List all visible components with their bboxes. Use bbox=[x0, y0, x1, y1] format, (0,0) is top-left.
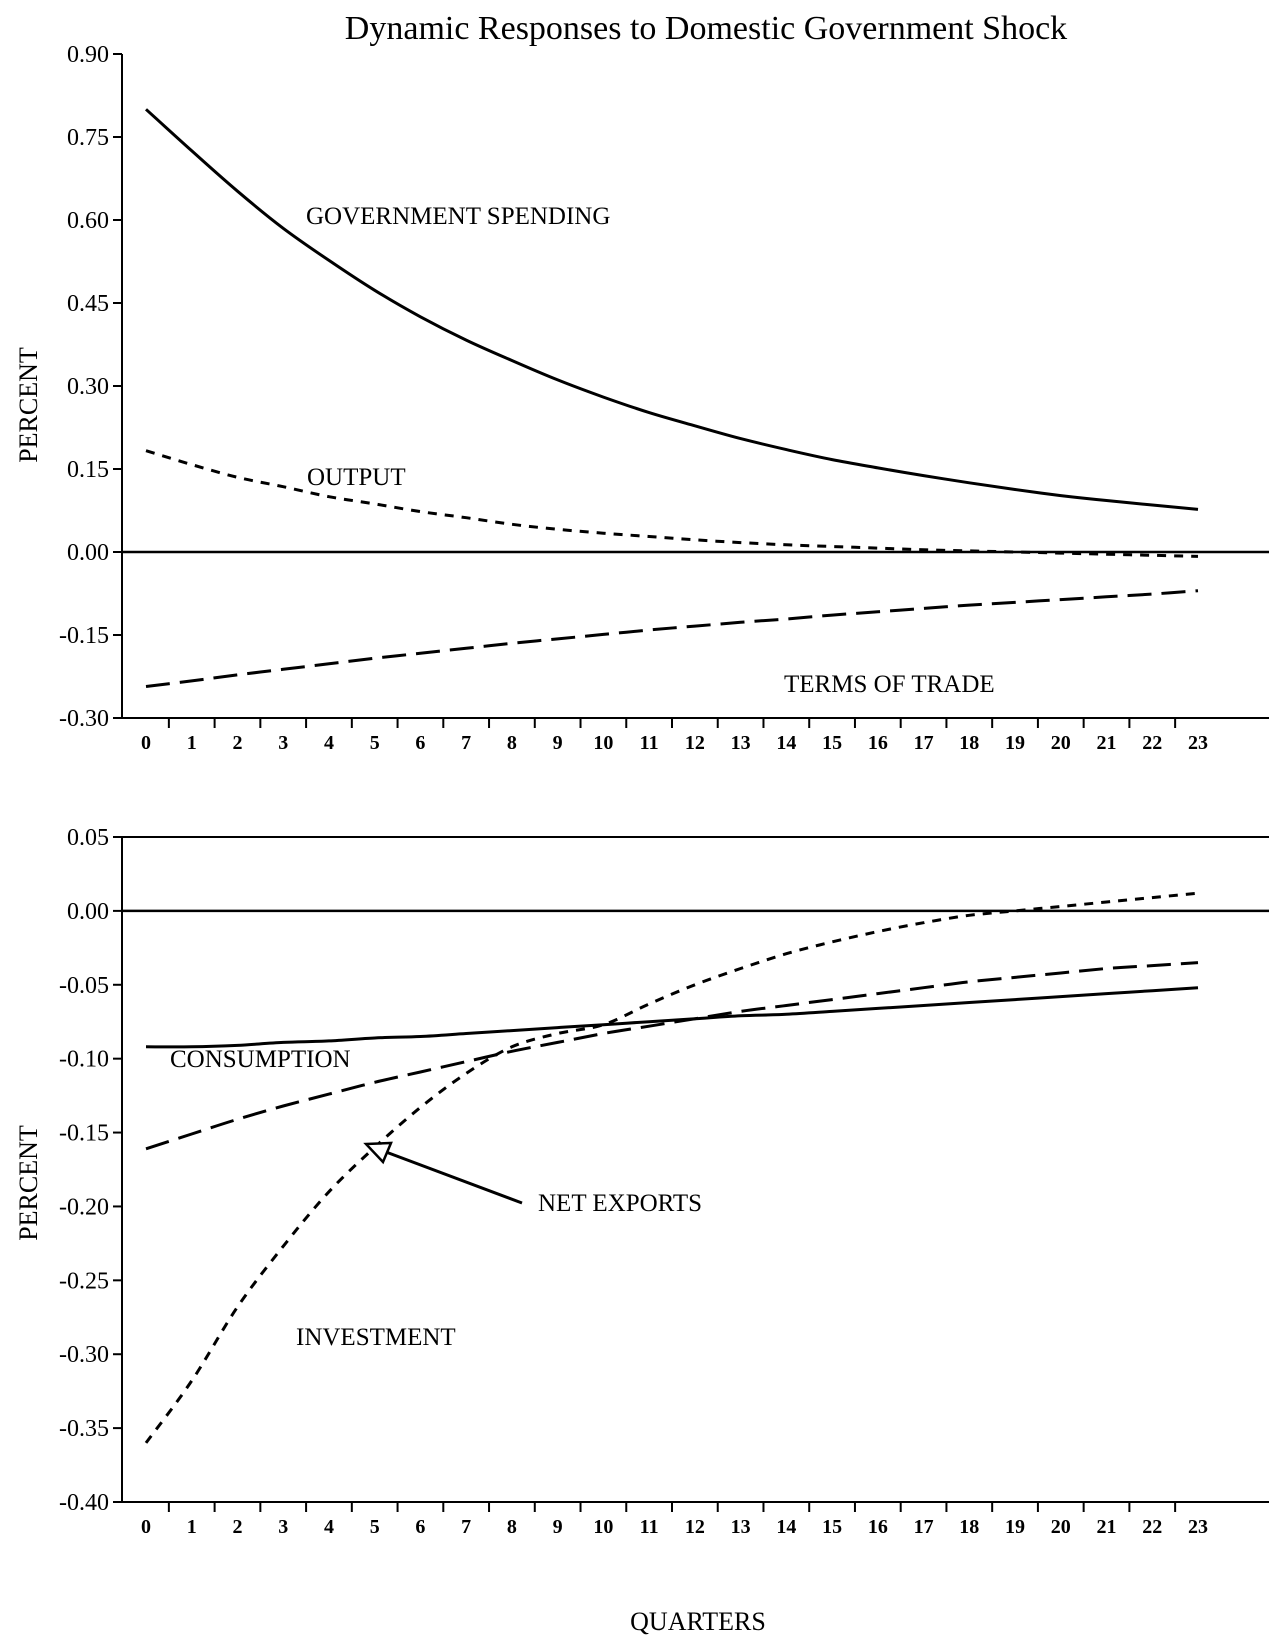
x-tick-label: 4 bbox=[324, 732, 334, 754]
top-series bbox=[144, 108, 1199, 688]
x-tick-label: 3 bbox=[278, 732, 288, 754]
y-tick-label: 0.15 bbox=[67, 457, 109, 483]
y-tick-label: -0.40 bbox=[59, 1490, 109, 1516]
x-tick-label: 19 bbox=[1005, 732, 1025, 754]
x-tick-label: 2 bbox=[232, 732, 242, 754]
x-tick-label: 10 bbox=[593, 1516, 613, 1538]
x-tick-label: 18 bbox=[959, 732, 979, 754]
x-tick-label: 5 bbox=[370, 1516, 380, 1538]
annotation-terms-of-trade: TERMS OF TRADE bbox=[784, 671, 995, 698]
x-tick-label: 9 bbox=[553, 1516, 563, 1538]
annotation-output: OUTPUT bbox=[307, 464, 406, 491]
x-tick-label: 15 bbox=[822, 1516, 842, 1538]
net-exports-arrow-shaft bbox=[385, 1150, 523, 1205]
top-x-ticks: 0 1 2 3 4 5 6 7 8 9 10 11 12 13 14 15 16 17 18 19 20 21 22 23 bbox=[141, 718, 1208, 754]
x-tick-label: 14 bbox=[776, 1516, 796, 1538]
x-tick-label: 8 bbox=[507, 1516, 517, 1538]
x-tick-label: 22 bbox=[1142, 732, 1162, 754]
y-tick-label: -0.15 bbox=[59, 623, 109, 649]
x-tick-label: 16 bbox=[868, 732, 888, 754]
bottom-y-ticks: 0.05 0.00 -0.05 -0.10 -0.15 -0.20 -0.25 -0.30 -0… bbox=[59, 825, 122, 1516]
bottom-x-ticks: 0 1 2 3 4 5 6 7 8 9 10 11 12 13 14 15 16 17 18 19 20 21 22 23 bbox=[141, 1502, 1208, 1538]
x-tick-label: 20 bbox=[1051, 1516, 1071, 1538]
y-tick-label: -0.35 bbox=[59, 1416, 109, 1442]
bottom-x-axis-label: QUARTERS bbox=[630, 1607, 766, 1636]
y-tick-label: 0.60 bbox=[67, 208, 109, 234]
x-tick-label: 13 bbox=[731, 1516, 751, 1538]
series-line-investment bbox=[144, 891, 1199, 1444]
bottom-panel: 0.05 0.00 -0.05 -0.10 -0.15 -0.20 -0.25 -0.30 -0… bbox=[14, 825, 1269, 1636]
bottom-series bbox=[144, 891, 1199, 1444]
x-tick-label: 19 bbox=[1005, 1516, 1025, 1538]
x-tick-label: 23 bbox=[1188, 1516, 1208, 1538]
x-tick-label: 21 bbox=[1097, 1516, 1117, 1538]
x-tick-label: 7 bbox=[461, 732, 471, 754]
y-tick-label: -0.30 bbox=[59, 1342, 109, 1368]
x-tick-label: 23 bbox=[1188, 732, 1208, 754]
x-tick-label: 0 bbox=[141, 732, 151, 754]
y-tick-label: -0.05 bbox=[59, 973, 109, 999]
x-tick-label: 6 bbox=[415, 732, 425, 754]
annotation-net-exports: NET EXPORTS bbox=[538, 1190, 702, 1217]
x-tick-label: 13 bbox=[731, 732, 751, 754]
x-tick-label: 20 bbox=[1051, 732, 1071, 754]
x-tick-label: 5 bbox=[370, 732, 380, 754]
figure-title: Dynamic Responses to Domestic Government… bbox=[345, 10, 1067, 47]
x-tick-label: 14 bbox=[776, 732, 796, 754]
x-tick-label: 15 bbox=[822, 732, 842, 754]
x-tick-label: 1 bbox=[187, 732, 197, 754]
y-tick-label: 0.75 bbox=[67, 125, 109, 151]
x-tick-label: 8 bbox=[507, 732, 517, 754]
y-tick-label: 0.45 bbox=[67, 291, 109, 317]
x-tick-label: 0 bbox=[141, 1516, 151, 1538]
x-tick-label: 21 bbox=[1097, 732, 1117, 754]
y-tick-label: -0.30 bbox=[59, 706, 109, 732]
x-tick-label: 12 bbox=[685, 732, 705, 754]
series-line-net-exports bbox=[145, 961, 1199, 1151]
y-tick-label: -0.10 bbox=[59, 1047, 109, 1073]
x-tick-label: 3 bbox=[278, 1516, 288, 1538]
y-tick-label: -0.20 bbox=[59, 1194, 109, 1220]
y-tick-label: 0.00 bbox=[67, 540, 109, 566]
x-tick-label: 1 bbox=[187, 1516, 197, 1538]
x-tick-label: 22 bbox=[1142, 1516, 1162, 1538]
y-tick-label: -0.25 bbox=[59, 1268, 109, 1294]
x-tick-label: 11 bbox=[640, 1516, 659, 1538]
annotation-investment: INVESTMENT bbox=[296, 1324, 456, 1351]
top-y-ticks: 0.90 0.75 0.60 0.45 0.30 0.15 0.00 -0.15 -0.30 bbox=[59, 42, 122, 732]
x-tick-label: 9 bbox=[553, 732, 563, 754]
top-panel: 0.90 0.75 0.60 0.45 0.30 0.15 0.00 -0.15 -0.30 0… bbox=[14, 42, 1269, 754]
y-tick-label: 0.05 bbox=[67, 825, 109, 851]
top-y-axis-label: PERCENT bbox=[14, 347, 43, 463]
series-line-government-spending bbox=[144, 108, 1199, 511]
y-tick-label: -0.15 bbox=[59, 1121, 109, 1147]
x-tick-label: 4 bbox=[324, 1516, 334, 1538]
x-tick-label: 7 bbox=[461, 1516, 471, 1538]
x-tick-label: 10 bbox=[593, 732, 613, 754]
x-tick-label: 11 bbox=[640, 732, 659, 754]
net-exports-arrow-head bbox=[363, 1141, 393, 1165]
annotation-consumption: CONSUMPTION bbox=[170, 1046, 351, 1073]
x-tick-label: 16 bbox=[868, 1516, 888, 1538]
x-tick-label: 2 bbox=[232, 1516, 242, 1538]
y-tick-label: 0.30 bbox=[67, 374, 109, 400]
x-tick-label: 6 bbox=[415, 1516, 425, 1538]
x-tick-label: 17 bbox=[914, 1516, 934, 1538]
series-line-output bbox=[145, 449, 1199, 558]
annotation-government-spending: GOVERNMENT SPENDING bbox=[306, 203, 610, 230]
x-tick-label: 18 bbox=[959, 1516, 979, 1538]
y-tick-label: 0.90 bbox=[67, 42, 109, 68]
x-tick-label: 17 bbox=[914, 732, 934, 754]
y-tick-label: 0.00 bbox=[67, 899, 109, 925]
series-line-consumption bbox=[145, 986, 1199, 1049]
series-line-terms-of-trade bbox=[145, 589, 1199, 688]
x-tick-label: 12 bbox=[685, 1516, 705, 1538]
bottom-y-axis-label: PERCENT bbox=[14, 1125, 43, 1241]
